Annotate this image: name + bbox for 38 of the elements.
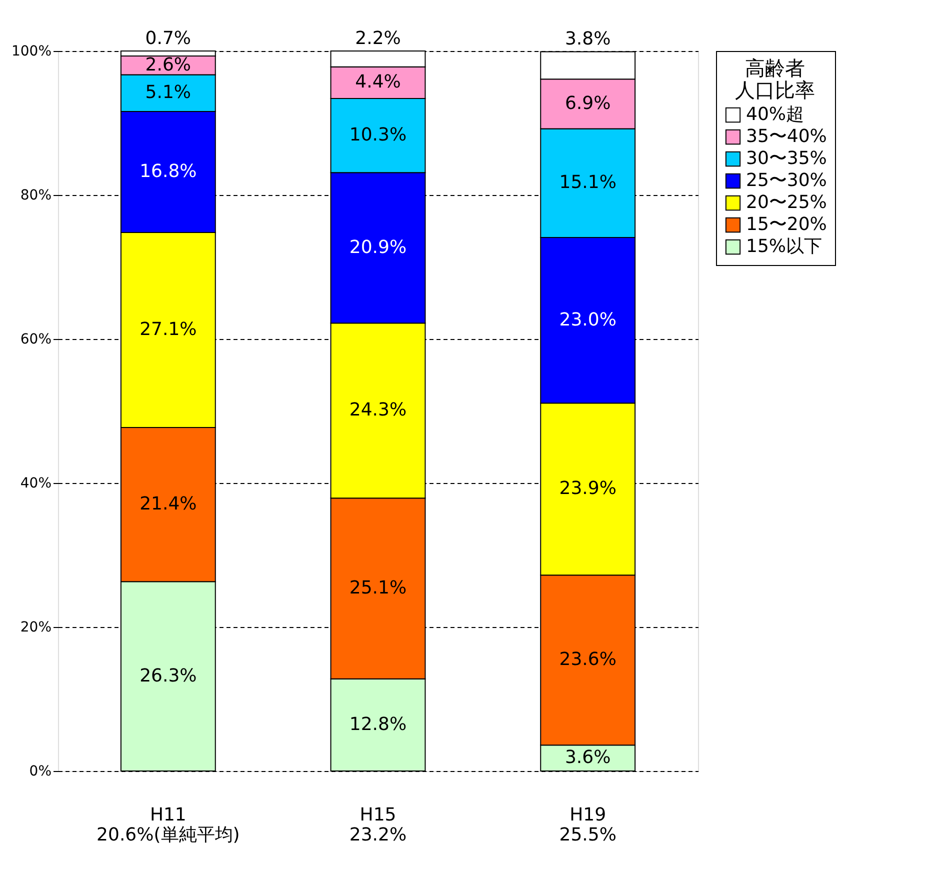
data-label: 24.3%: [349, 400, 407, 421]
data-label: 0.7%: [145, 28, 192, 49]
legend-label: 15%以下: [746, 236, 822, 257]
data-label: 4.4%: [355, 72, 401, 93]
data-label: 2.6%: [145, 54, 192, 76]
data-label: 12.8%: [349, 714, 407, 735]
legend-label: 15〜20%: [746, 214, 827, 235]
legend-label: 20〜25%: [746, 192, 827, 213]
y-tick-label: 40%: [20, 476, 52, 492]
data-label: 5.1%: [145, 82, 192, 104]
data-label: 23.0%: [559, 309, 616, 330]
legend-label: 30〜35%: [746, 148, 827, 169]
x-tick-label: H15 23.2%: [349, 804, 407, 846]
y-tick-label: 0%: [29, 764, 52, 780]
y-tick-label: 20%: [20, 620, 52, 636]
data-label: 23.6%: [559, 649, 616, 670]
legend-label: 40%超: [746, 104, 804, 125]
data-label: 21.4%: [140, 494, 197, 515]
data-label: 26.3%: [140, 665, 197, 686]
legend-title: 高齢者人口比率: [735, 56, 815, 102]
data-label: 6.9%: [564, 92, 611, 114]
data-label: 3.6%: [564, 747, 611, 768]
data-label: 16.8%: [140, 160, 197, 182]
data-label: 2.2%: [355, 28, 401, 49]
data-label: 10.3%: [349, 124, 407, 146]
data-label: 27.1%: [140, 319, 197, 340]
x-tick-label: H11 20.6%(単純平均): [96, 804, 240, 846]
legend-label: 25〜30%: [746, 170, 827, 191]
x-tick-label: H19 25.5%: [559, 804, 616, 846]
y-tick-label: 60%: [20, 332, 52, 348]
data-label: 23.9%: [559, 478, 616, 500]
legend-label: 35〜40%: [746, 126, 827, 147]
data-label: 20.9%: [349, 236, 407, 258]
y-tick-label: 80%: [20, 188, 52, 204]
data-label: 15.1%: [559, 172, 616, 194]
y-tick-label: 100%: [11, 44, 52, 60]
data-label: 25.1%: [349, 577, 407, 598]
data-label: 3.8%: [564, 28, 611, 50]
